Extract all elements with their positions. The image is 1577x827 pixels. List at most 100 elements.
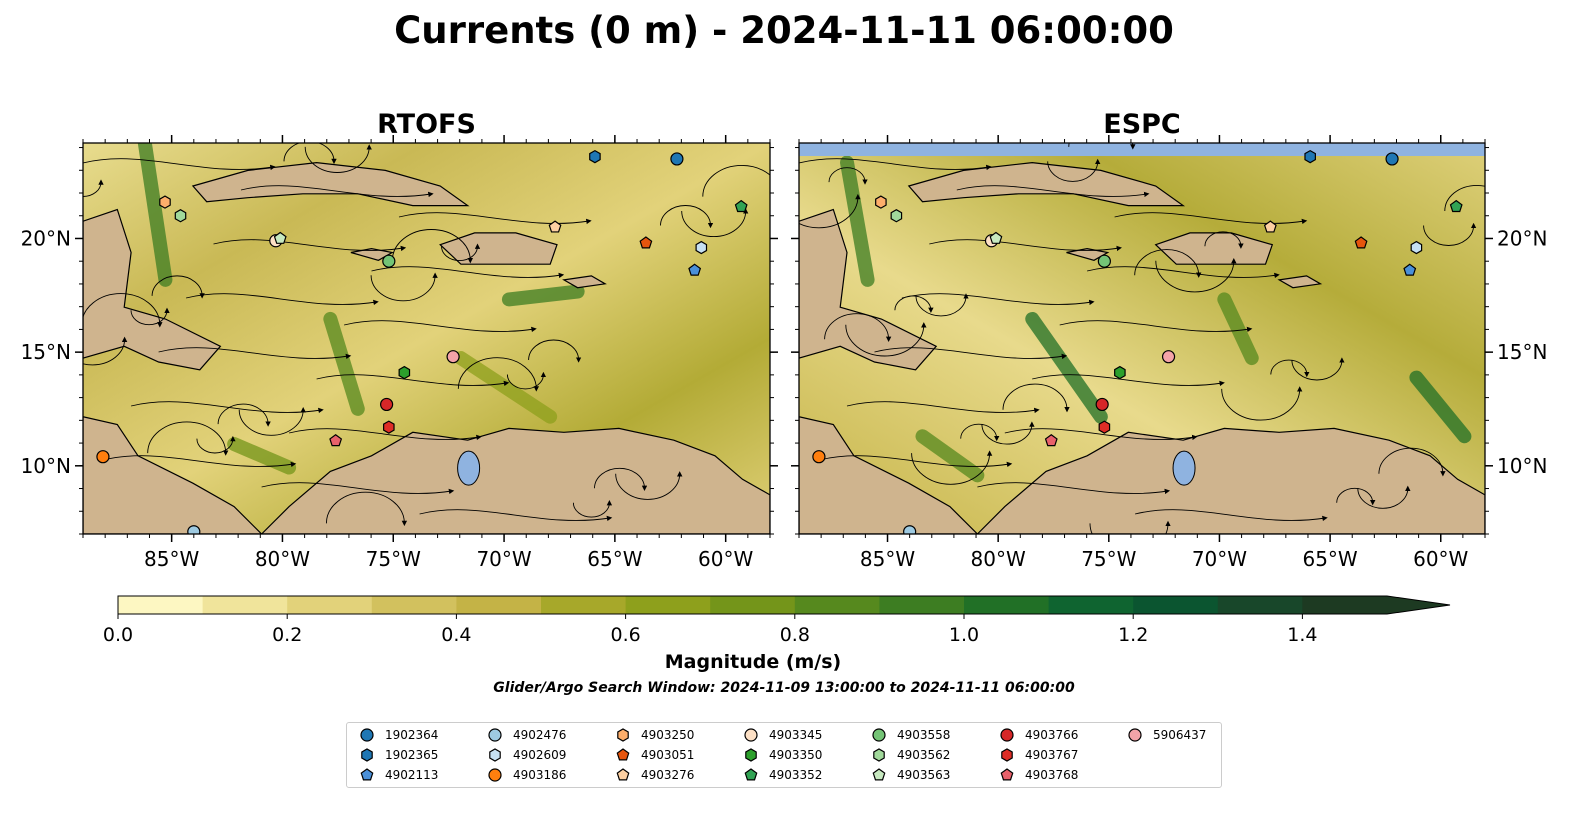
streamline (1444, 184, 1485, 212)
streamline (457, 357, 539, 392)
y-tick-label: 10°N (1497, 454, 1547, 478)
streamline (1002, 383, 1070, 413)
streamline (702, 164, 770, 197)
streamline (371, 266, 565, 279)
streamline (419, 509, 613, 522)
colorbar-bin (202, 596, 288, 614)
streamline (1004, 428, 1198, 441)
colorbar-bin (118, 596, 204, 614)
colorbar-extend-arrow (1387, 596, 1450, 614)
streamline (506, 371, 547, 390)
lake (1172, 450, 1196, 486)
float-marker-4903563 (989, 231, 1003, 244)
streamline (660, 205, 714, 229)
legend-marker (360, 728, 374, 742)
float-marker-4903766 (380, 397, 394, 412)
search-window-subtitle: Glider/Argo Search Window: 2024-11-09 13… (493, 680, 1075, 696)
colorbar-tick-label: 0.0 (103, 624, 133, 646)
y-tick-label: 20°N (1497, 226, 1547, 250)
streamline (147, 421, 229, 456)
legend-entry: 4903051 (615, 745, 694, 765)
streamline (391, 229, 473, 264)
land-mass (350, 247, 394, 261)
float-marker-4903563 (273, 231, 287, 244)
streamline (528, 339, 582, 363)
streamline (846, 401, 1040, 414)
y-tick-label: 15°N (21, 340, 71, 364)
legend-entry: 1902365 (359, 745, 438, 765)
legend-entry: 4902609 (487, 745, 566, 765)
x-tick-label: 65°W (1302, 547, 1357, 571)
float-legend: 1902364 1902365 4902113 4902476 4902609 49031… (346, 722, 1222, 788)
land-mass (439, 232, 558, 265)
streamline (1357, 485, 1411, 509)
colorbar-tick-label: 0.6 (610, 624, 640, 646)
current-jet (1217, 292, 1259, 366)
land-mass (260, 427, 770, 534)
legend-marker-icon (744, 728, 758, 742)
float-marker-4903562 (174, 209, 187, 223)
legend-marker (616, 748, 630, 761)
streamline (929, 239, 1122, 252)
legend-label: 5906437 (1153, 728, 1207, 742)
legend-label: 4902113 (385, 768, 439, 782)
streamline (1059, 320, 1253, 333)
streamline (960, 423, 1000, 442)
streamline (83, 158, 276, 171)
legend-entry: 1902364 (359, 725, 438, 745)
legend-label: 4903562 (897, 748, 951, 762)
float-marker-4903350 (1114, 365, 1126, 380)
current-jet (227, 437, 297, 475)
float-marker-4902113 (1403, 263, 1417, 276)
streamline (130, 307, 170, 326)
float-marker-4903250 (159, 195, 171, 209)
legend-entry: 4903250 (615, 725, 694, 745)
legend-marker (616, 768, 630, 781)
float-marker-4903562 (890, 209, 903, 223)
streamline (325, 491, 408, 527)
legend-entry: 5906437 (1127, 725, 1206, 745)
streamline (1221, 386, 1303, 421)
legend-label: 4903051 (641, 748, 695, 762)
map-frame (82, 142, 771, 535)
colorbar-bin (371, 596, 457, 614)
float-marker-4903768 (1044, 434, 1058, 447)
legend-label: 4903345 (769, 728, 823, 742)
float-marker-4903276 (1263, 220, 1277, 233)
legend-marker (488, 728, 502, 742)
panel-espc: ESPC 85°W 80°W 75°W 70°W 65°W 60°W 10°N 15°N 20°N (791, 109, 1547, 571)
streamline (828, 167, 868, 185)
float-marker-4903767 (383, 420, 395, 434)
panel-rtofs: RTOFS 85°W 80°W 75°W 70°W 65°W 60°W 10°N 15°N 20°… (21, 109, 778, 571)
float-marker-4902476 (903, 525, 917, 534)
legend-label: 4903250 (641, 728, 695, 742)
colorbar-tick-label: 0.8 (780, 624, 810, 646)
current-jet (1409, 370, 1472, 444)
x-tick-label: 75°W (1081, 547, 1136, 571)
y-tick-label: 15°N (1497, 340, 1547, 364)
float-marker-5906437 (446, 350, 460, 364)
legend-entry: 4903186 (487, 765, 566, 785)
land-mass (191, 161, 470, 207)
streamline (1378, 447, 1446, 477)
streamline (283, 143, 337, 165)
legend-marker-icon (745, 748, 757, 762)
streamline (977, 482, 1171, 495)
legend-label: 4902609 (513, 748, 567, 762)
colorbar-tick-label: 1.2 (1118, 624, 1148, 646)
land-mass (83, 416, 263, 534)
streamline (799, 158, 992, 171)
streamline (956, 185, 1150, 198)
float-marker-4902609 (695, 240, 708, 255)
streamline (819, 455, 1013, 468)
legend-marker-icon (616, 748, 630, 761)
streamline (901, 293, 1095, 306)
colorbar-bin (287, 596, 373, 614)
streamline (151, 275, 205, 299)
legend-marker (489, 748, 501, 762)
legend-entry: 4903768 (999, 765, 1078, 785)
map-field (799, 143, 1485, 534)
float-marker-4903186 (812, 450, 826, 464)
legend-label: 4903276 (641, 768, 695, 782)
streamline (1032, 374, 1225, 387)
